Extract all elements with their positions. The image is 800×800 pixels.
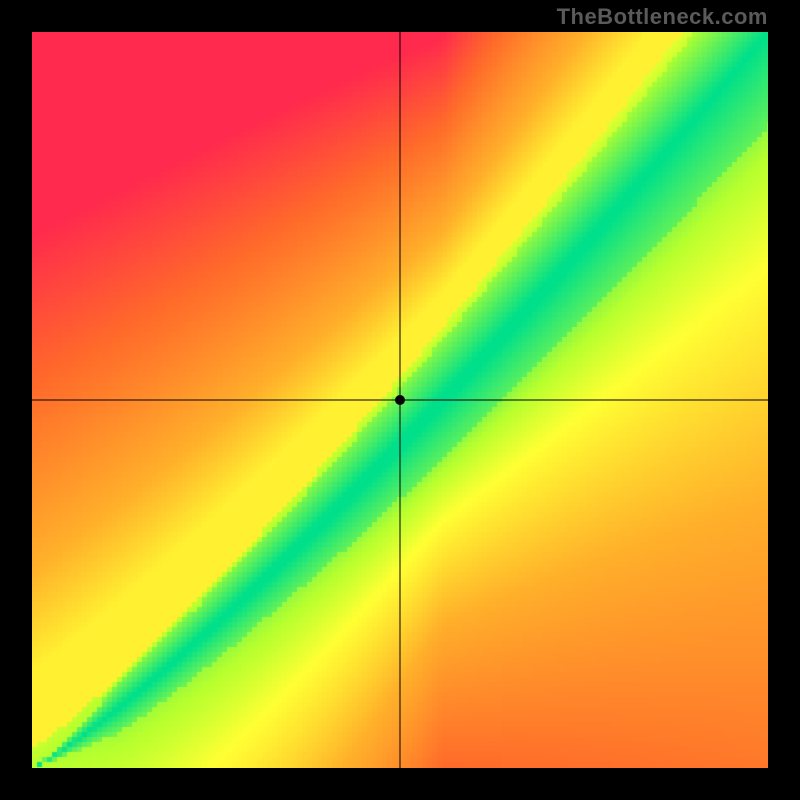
source-watermark: TheBottleneck.com <box>557 4 768 30</box>
bottleneck-heatmap-container: TheBottleneck.com <box>0 0 800 800</box>
heatmap-canvas <box>32 32 768 768</box>
